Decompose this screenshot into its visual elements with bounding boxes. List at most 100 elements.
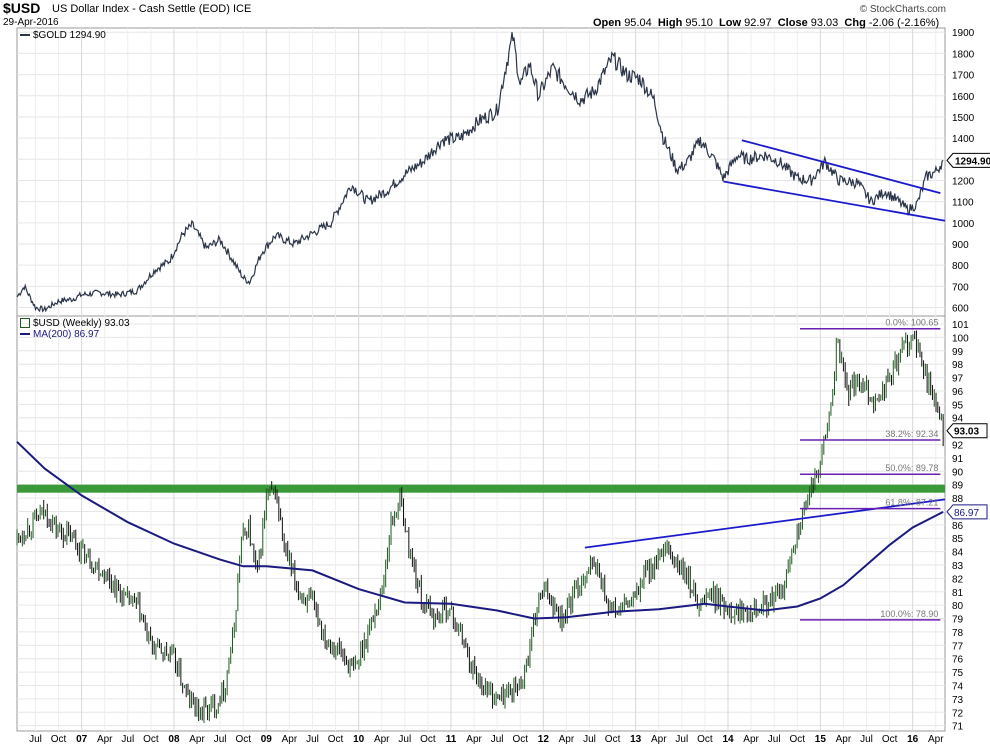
x-tick-label: Oct <box>882 734 898 744</box>
fib-level-label: 61.8%: 87.21 <box>885 498 938 508</box>
x-tick-label: Jul <box>491 734 504 744</box>
support-band <box>17 484 945 493</box>
gold-last-value-text: 1294.90 <box>955 156 990 167</box>
usd-y-tick-label: 81 <box>952 588 964 599</box>
gold-panel-frame <box>16 27 946 317</box>
low-label: Low <box>719 17 742 29</box>
gold-y-tick-label: 700 <box>952 282 969 293</box>
symbol-label: $USD <box>3 0 41 16</box>
x-tick-label: Oct <box>143 734 159 744</box>
usd-y-tick-label: 86 <box>952 521 964 532</box>
gold-y-tick-label: 800 <box>952 261 969 272</box>
gold-y-tick-label: 1000 <box>952 219 975 230</box>
usd-y-tick-label: 82 <box>952 574 964 585</box>
x-tick-label: Apr <box>466 734 482 744</box>
x-tick-label: Jul <box>306 734 319 744</box>
gold-y-tick-label: 600 <box>952 304 969 315</box>
fib-level-label: 0.0%: 100.65 <box>885 318 938 328</box>
usd-y-tick-label: 79 <box>952 615 964 626</box>
usd-y-tick-label: 100 <box>952 333 969 344</box>
ma-legend-text: MA(200) 86.97 <box>33 329 100 340</box>
gold-y-tick-label: 1700 <box>952 71 975 82</box>
usd-y-tick-label: 95 <box>952 400 964 411</box>
x-tick-label: Oct <box>51 734 67 744</box>
usd-last-value-text: 93.03 <box>954 427 979 438</box>
fib-level-label: 100.0%: 78.90 <box>880 609 938 619</box>
symbol-description: US Dollar Index - Cash Settle (EOD) ICE <box>52 3 252 15</box>
open-value: 95.04 <box>624 17 652 29</box>
ma-last-value-tag <box>946 504 988 520</box>
x-tick-label: Apr <box>97 734 113 744</box>
x-tick-label: 07 <box>76 734 88 744</box>
x-tick-label: Jul <box>214 734 227 744</box>
usd-y-tick-label: 76 <box>952 655 964 666</box>
x-tick-label: Apr <box>743 734 759 744</box>
gold-trend-line <box>741 139 941 195</box>
x-tick-label: Jul <box>398 734 411 744</box>
x-tick-label: 16 <box>907 734 919 744</box>
x-tick-label: 15 <box>815 734 827 744</box>
usd-y-tick-label: 98 <box>952 360 964 371</box>
x-tick-label: Jul <box>583 734 596 744</box>
usd-y-tick-label: 75 <box>952 668 964 679</box>
ohlc-readout: Open 95.04 High 95.10 Low 92.97 Close 93… <box>593 17 939 29</box>
gold-y-tick-label: 1400 <box>952 134 975 145</box>
date-label: 29-Apr-2016 <box>3 17 59 28</box>
usd-y-tick-label: 84 <box>952 548 964 559</box>
usd-y-tick-label: 94 <box>952 414 964 425</box>
gold-legend-text: $GOLD 1294.90 <box>33 30 106 41</box>
gold-y-tick-label: 1800 <box>952 49 975 60</box>
low-value: 92.97 <box>744 17 772 29</box>
gold-trend-line <box>723 180 946 222</box>
usd-y-tick-label: 77 <box>952 641 964 652</box>
x-tick-label: 13 <box>630 734 642 744</box>
x-tick-label: Oct <box>697 734 713 744</box>
x-tick-label: 12 <box>538 734 550 744</box>
x-tick-label: Apr <box>651 734 667 744</box>
x-tick-label: 14 <box>722 734 734 744</box>
x-tick-label: Apr <box>189 734 205 744</box>
usd-y-tick-label: 88 <box>952 494 964 505</box>
usd-y-tick-label: 80 <box>952 601 964 612</box>
usd-last-value-tag <box>946 423 988 439</box>
gold-y-tick-label: 1500 <box>952 113 975 124</box>
usd-y-tick-label: 73 <box>952 695 964 706</box>
x-tick-label: Apr <box>559 734 575 744</box>
gold-legend-swatch <box>20 34 30 37</box>
gold-legend: $GOLD 1294.90 <box>20 30 106 41</box>
gold-price-line <box>16 32 944 313</box>
chg-value: -2.06 (-2.16%) <box>868 17 940 29</box>
gold-y-tick-label: 900 <box>952 240 969 251</box>
x-tick-label: Jul <box>675 734 688 744</box>
usd-y-tick-label: 91 <box>952 454 964 465</box>
close-label: Close <box>777 17 808 29</box>
x-tick-label: Oct <box>605 734 621 744</box>
x-tick-label: Jul <box>768 734 781 744</box>
high-value: 95.10 <box>685 17 713 29</box>
fib-level-label: 50.0%: 89.78 <box>885 463 938 473</box>
usd-y-tick-label: 72 <box>952 708 964 719</box>
usd-y-tick-label: 89 <box>952 481 964 492</box>
x-tick-label: 10 <box>353 734 365 744</box>
usd-y-tick-label: 85 <box>952 534 964 545</box>
x-tick-label: Oct <box>328 734 344 744</box>
usd-y-tick-label: 99 <box>952 347 964 358</box>
usd-y-tick-label: 92 <box>952 441 964 452</box>
fib-level-label: 38.2%: 92.34 <box>885 429 938 439</box>
usd-panel-frame <box>16 315 946 732</box>
usd-y-tick-label: 90 <box>952 467 964 478</box>
usd-legend-swatch <box>20 318 30 329</box>
x-tick-label: Oct <box>789 734 805 744</box>
x-tick-label: 11 <box>446 734 457 744</box>
ma-last-value-text: 86.97 <box>954 508 979 519</box>
usd-y-tick-label: 97 <box>952 374 964 385</box>
usd-legend-text: $USD (Weekly) 93.03 <box>33 318 130 329</box>
credit-label: © StockCharts.com <box>859 4 946 15</box>
x-tick-label: Apr <box>836 734 852 744</box>
usd-trend-line <box>584 498 946 549</box>
gold-y-tick-label: 1600 <box>952 92 975 103</box>
x-tick-label: Apr <box>282 734 298 744</box>
gold-y-tick-label: 1900 <box>952 28 975 39</box>
usd-y-tick-label: 83 <box>952 561 964 572</box>
